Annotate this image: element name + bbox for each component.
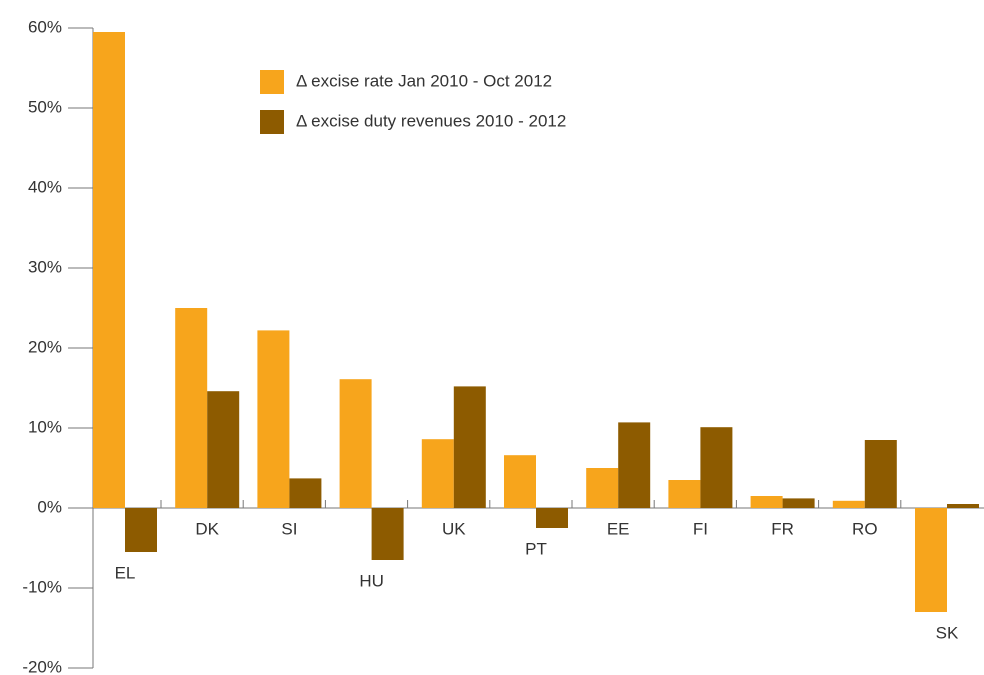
x-tick-label: PT bbox=[525, 539, 547, 558]
bar bbox=[947, 504, 979, 508]
bar bbox=[207, 391, 240, 508]
bar bbox=[257, 330, 290, 508]
x-tick-label: SI bbox=[281, 519, 297, 538]
bar bbox=[339, 379, 372, 508]
y-tick-label: 0% bbox=[37, 497, 62, 516]
bar bbox=[864, 440, 897, 508]
bar bbox=[668, 480, 701, 508]
bar bbox=[504, 455, 536, 508]
bar bbox=[915, 508, 947, 612]
bar bbox=[93, 32, 125, 508]
bar bbox=[371, 508, 404, 560]
x-tick-label: FI bbox=[693, 519, 708, 538]
x-tick-label: FR bbox=[771, 519, 794, 538]
y-tick-label: 50% bbox=[28, 97, 62, 116]
y-tick-label: -20% bbox=[22, 657, 62, 675]
bar bbox=[453, 386, 486, 508]
bar bbox=[289, 478, 322, 508]
bar bbox=[832, 500, 865, 508]
bar bbox=[536, 508, 568, 528]
y-tick-label: 60% bbox=[28, 17, 62, 36]
legend-label: Δ excise rate Jan 2010 - Oct 2012 bbox=[296, 71, 552, 90]
bar bbox=[586, 468, 619, 508]
bar bbox=[125, 508, 157, 552]
x-tick-label: SK bbox=[936, 623, 959, 642]
y-tick-label: -10% bbox=[22, 577, 62, 596]
bar bbox=[175, 308, 208, 508]
bar bbox=[782, 498, 815, 508]
bar bbox=[421, 439, 454, 508]
bar bbox=[700, 427, 733, 508]
legend-label: Δ excise duty revenues 2010 - 2012 bbox=[296, 111, 566, 130]
legend-swatch bbox=[260, 70, 284, 94]
x-tick-label: DK bbox=[195, 519, 219, 538]
x-tick-label: EL bbox=[115, 563, 136, 582]
bar bbox=[618, 422, 651, 508]
x-tick-label: EE bbox=[607, 519, 630, 538]
x-tick-label: HU bbox=[359, 571, 384, 590]
x-tick-label: UK bbox=[442, 519, 466, 538]
bar bbox=[750, 496, 783, 508]
y-tick-label: 20% bbox=[28, 337, 62, 356]
y-tick-label: 30% bbox=[28, 257, 62, 276]
x-tick-label: RO bbox=[852, 519, 878, 538]
legend-swatch bbox=[260, 110, 284, 134]
y-tick-label: 40% bbox=[28, 177, 62, 196]
y-tick-label: 10% bbox=[28, 417, 62, 436]
